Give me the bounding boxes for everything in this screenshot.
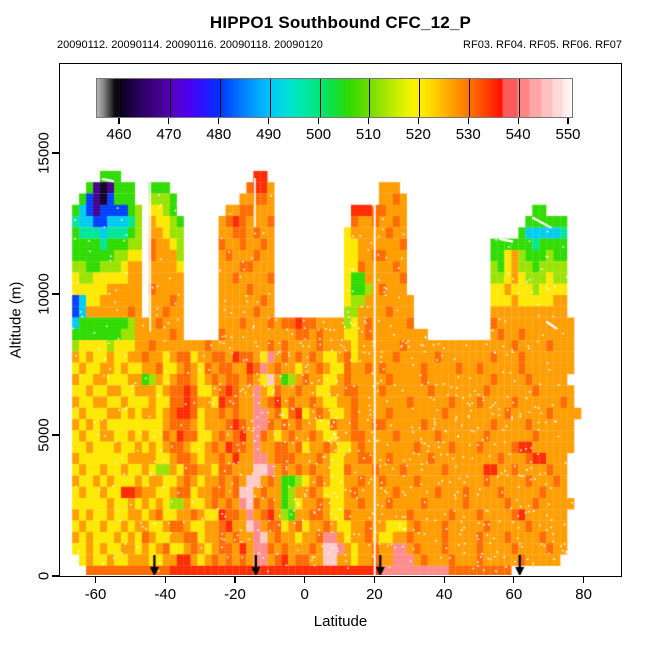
colorbar-tick-label: 550 [555,126,581,143]
y-tick-label: 5000 [35,418,53,452]
colorbar-divider [369,79,371,117]
colorbar-tick-label: 500 [306,126,332,143]
colorbar-divider [219,79,221,117]
colorbar-tick [118,118,120,124]
colorbar-tick-label: 510 [355,126,381,143]
colorbar-tick-label: 520 [405,126,431,143]
colorbar-tick-label: 490 [256,126,282,143]
y-tick-label: 10000 [35,273,53,315]
colorbar-tick-label: 470 [156,126,182,143]
x-tick-label: 60 [505,586,523,603]
colorbar-tick [367,118,370,124]
colorbar-tick [317,118,320,124]
colorbar-divider [519,79,521,117]
colorbar-divider [469,79,471,117]
colorbar-divider [419,79,421,117]
x-tick-label: 20 [366,586,383,603]
colorbar-tick [567,118,569,124]
x-tick-label: 80 [575,586,592,603]
subtitle-dates: 20090112. 20090114. 20090116. 20090118. … [57,39,323,51]
colorbar-divider [119,79,121,117]
x-tick [94,577,97,583]
x-tick-label: 0 [300,586,309,603]
colorbar-tick [218,118,220,124]
x-tick [443,577,445,583]
x-tick [373,577,375,583]
x-tick [582,577,585,583]
colorbar-tick [517,118,519,124]
colorbar [96,78,573,118]
colorbar-tick-label: 530 [455,126,481,143]
x-tick-label: -60 [84,586,107,603]
colorbar-tick-label: 540 [505,126,531,143]
y-tick [52,434,59,436]
x-tick [164,577,166,583]
x-tick-label: -20 [224,586,246,603]
x-tick [234,577,236,583]
colorbar-tick [417,118,419,124]
colorbar-divider [269,79,271,117]
colorbar-divider [169,79,171,117]
x-axis-title: Latitude [313,613,368,630]
y-tick [52,575,59,577]
y-tick-label: 15000 [35,132,53,174]
x-tick-label: -40 [154,586,177,603]
colorbar-tick-label: 480 [206,126,232,143]
plot-area [59,63,622,577]
colorbar-tick-label: 460 [106,126,132,143]
colorbar-tick [268,118,270,124]
chart-title: HIPPO1 Southbound CFC_12_P [209,13,472,32]
heatmap-canvas [60,64,620,575]
subtitle-flights: RF03. RF04. RF05. RF06. RF07 [463,39,622,51]
colorbar-tick [168,118,170,124]
x-tick [513,577,515,583]
colorbar-divider [319,79,321,117]
x-tick-label: 40 [435,586,453,603]
y-axis-title: Altitude (m) [7,281,25,359]
y-tick [52,293,59,295]
y-tick-label: 0 [35,571,53,581]
colorbar-tick [467,118,469,124]
x-tick [304,577,306,583]
y-tick [52,152,59,154]
colorbar-gradient [97,79,572,117]
